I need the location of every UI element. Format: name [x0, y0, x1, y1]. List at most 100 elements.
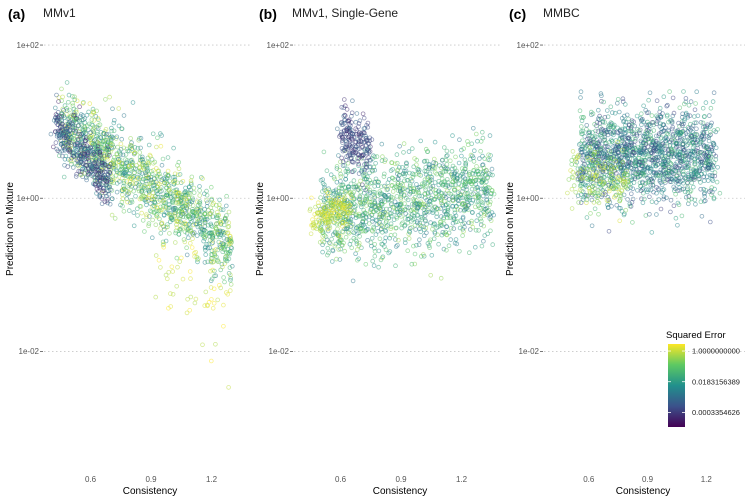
scatter-point [398, 195, 404, 200]
scatter-point [156, 208, 162, 214]
scatter-point [215, 213, 221, 219]
scatter-point [87, 101, 93, 106]
scatter-point [174, 200, 180, 206]
scatter-point [142, 229, 147, 234]
scatter-point [58, 132, 64, 137]
scatter-point [144, 202, 149, 208]
scatter-point [177, 259, 183, 264]
scatter-point [92, 161, 97, 167]
scatter-point [418, 173, 424, 178]
scatter-point [389, 183, 395, 188]
scatter-point [398, 196, 404, 202]
scatter-point [202, 207, 207, 212]
scatter-point [168, 212, 174, 218]
scatter-point [101, 176, 106, 181]
scatter-point [460, 233, 465, 238]
scatter-point [221, 222, 227, 228]
scatter-point [132, 150, 138, 156]
scatter-point [438, 219, 444, 224]
scatter-point [208, 268, 213, 274]
scatter-point [168, 304, 174, 309]
scatter-point [434, 225, 440, 231]
scatter-point [334, 180, 340, 185]
scatter-point [81, 117, 86, 123]
scatter-point [490, 242, 496, 247]
scatter-point [386, 250, 392, 256]
scatter-point [143, 170, 148, 176]
scatter-point [138, 157, 143, 163]
scatter-point [149, 169, 154, 174]
scatter-point [220, 207, 226, 213]
scatter-point [228, 241, 233, 247]
scatter-point [131, 165, 137, 171]
scatter-point [131, 210, 137, 215]
scatter-point [381, 171, 387, 177]
scatter-point [149, 171, 155, 177]
scatter-point [101, 160, 107, 166]
scatter-point [188, 276, 193, 281]
scatter-point [210, 235, 216, 241]
scatter-point [89, 169, 94, 175]
scatter-point [54, 146, 59, 152]
scatter-point [64, 80, 70, 85]
scatter-point [410, 174, 416, 180]
scatter-point [202, 245, 208, 251]
scatter-point [370, 258, 376, 264]
scatter-point [434, 214, 440, 220]
scatter-point [172, 210, 178, 216]
scatter-point [414, 182, 419, 187]
scatter-point [470, 224, 476, 230]
scatter-point [324, 237, 330, 243]
scatter-point [130, 175, 136, 180]
scatter-point [393, 244, 399, 249]
scatter-point [156, 257, 162, 263]
scatter-point [456, 198, 461, 204]
scatter-point [426, 193, 432, 199]
scatter-point [137, 150, 143, 155]
scatter-point [388, 202, 394, 208]
scatter-point [158, 143, 164, 149]
scatter-point [183, 225, 189, 230]
scatter-point [441, 216, 446, 222]
scatter-point [184, 205, 189, 210]
scatter-point [59, 148, 65, 154]
scatter-point [393, 237, 398, 242]
scatter-point [101, 185, 106, 191]
scatter-point [118, 141, 124, 147]
scatter-point [358, 229, 364, 234]
scatter-point [393, 225, 399, 231]
scatter-point [381, 174, 387, 179]
scatter-point [334, 166, 340, 171]
scatter-point [452, 171, 458, 177]
scatter-point [110, 106, 115, 112]
scatter-point [203, 252, 209, 257]
scatter-point [163, 238, 169, 244]
scatter-point [329, 236, 334, 242]
scatter-point [176, 200, 182, 205]
scatter-point [148, 177, 154, 183]
scatter-point [116, 106, 121, 111]
scatter-point [165, 168, 171, 174]
scatter-point [119, 136, 124, 142]
scatter-point [172, 177, 178, 183]
scatter-point [422, 204, 428, 210]
scatter-point [204, 198, 209, 203]
scatter-point [176, 219, 181, 225]
scatter-point [165, 155, 171, 160]
scatter-point [180, 179, 186, 184]
scatter-point [343, 234, 349, 240]
scatter-point [138, 195, 144, 200]
scatter-point [224, 237, 230, 242]
scatter-point [211, 248, 217, 254]
scatter-point [72, 97, 78, 102]
scatter-point [132, 170, 137, 176]
scatter-point [139, 210, 145, 216]
scatter-point [78, 112, 84, 117]
scatter-point [358, 189, 363, 195]
scatter-point [328, 241, 333, 247]
scatter-point [424, 209, 429, 215]
scatter-point [159, 177, 165, 182]
scatter-point [114, 152, 120, 157]
scatter-point [74, 116, 79, 121]
